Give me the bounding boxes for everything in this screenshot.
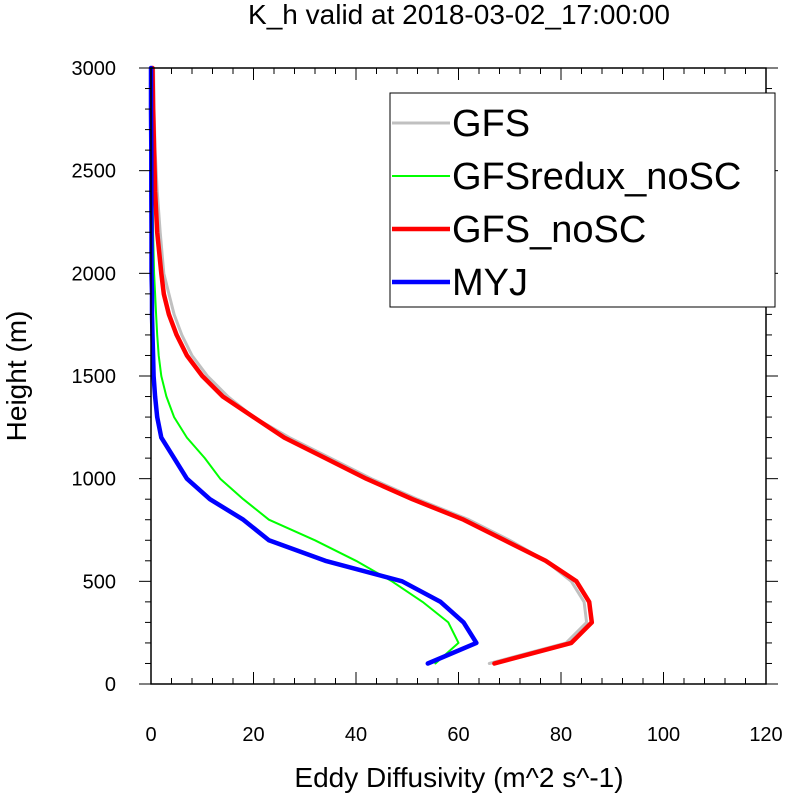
y-tick-label: 3000 (72, 58, 117, 80)
legend-label-1: GFSredux_noSC (452, 156, 741, 198)
series-line-2 (150, 65, 595, 666)
legend-label-0: GFS (452, 103, 530, 145)
x-tick-label: 80 (550, 724, 572, 746)
y-tick-label: 1500 (72, 366, 117, 388)
y-tick-label: 2500 (72, 161, 117, 183)
legend-label-3: MYJ (452, 262, 528, 304)
x-tick-label: 120 (749, 724, 782, 746)
x-tick-label: 40 (345, 724, 367, 746)
y-tick-label: 500 (83, 571, 116, 593)
axis-tick-labels: 0 20 40 60 80 100 120 0 500 1000 1500 2000 2500 3000 (72, 58, 783, 746)
legend-box (389, 92, 776, 308)
x-tick-label: 60 (447, 724, 469, 746)
x-tick-label: 100 (647, 724, 680, 746)
y-axis-label: Height (m) (1, 311, 32, 442)
y-tick-label: 1000 (72, 469, 117, 491)
chart-title: K_h valid at 2018-03-02_17:00:00 (248, 0, 670, 30)
x-axis-label: Eddy Diffusivity (m^2 s^-1) (294, 762, 623, 793)
legend-label-2: GFS_noSC (452, 209, 646, 251)
x-tick-label: 20 (242, 724, 264, 746)
x-tick-label: 0 (145, 724, 156, 746)
y-tick-label: 2000 (72, 263, 117, 285)
y-tick-label: 0 (105, 674, 116, 696)
legend: GFS GFSredux_noSC GFS_noSC MYJ (389, 92, 776, 308)
